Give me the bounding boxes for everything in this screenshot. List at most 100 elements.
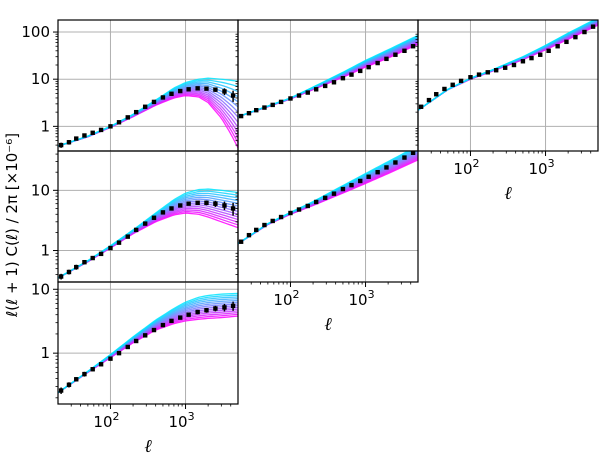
data-point	[222, 89, 227, 94]
data-point	[485, 70, 490, 75]
data-point	[178, 315, 183, 320]
data-point	[468, 75, 473, 80]
data-point	[142, 104, 148, 109]
data-point	[58, 388, 64, 393]
data-point	[125, 344, 130, 350]
data-point	[502, 65, 508, 70]
data-point	[230, 93, 236, 98]
data-point	[142, 221, 148, 226]
data-point	[186, 87, 191, 92]
data-point	[582, 29, 587, 35]
panel-row3-col1: 1 10 102 103 ℓ	[31, 280, 239, 457]
x-axis-label: ℓ	[324, 314, 332, 335]
data-point	[493, 68, 499, 73]
panel-row1-col2	[235, 19, 419, 152]
data-point	[186, 201, 191, 206]
data-point	[125, 234, 130, 239]
data-point	[322, 195, 328, 201]
data-point	[169, 318, 174, 324]
data-point	[90, 255, 95, 261]
data-point	[238, 113, 244, 119]
data-point	[246, 111, 252, 116]
data-point	[270, 102, 275, 108]
data-point	[278, 214, 284, 220]
data-point	[82, 371, 87, 377]
data-point	[573, 34, 578, 40]
data-point	[90, 130, 95, 135]
data-point	[270, 218, 275, 224]
data-point	[402, 155, 407, 160]
data-point	[410, 151, 416, 156]
data-point	[160, 210, 166, 215]
data-point	[313, 199, 319, 205]
data-point	[520, 59, 526, 64]
data-point	[160, 322, 166, 328]
data-point	[238, 239, 244, 244]
data-point	[230, 206, 236, 211]
data-point	[66, 140, 72, 145]
data-point	[476, 72, 482, 77]
x-tick-label: 103	[348, 288, 374, 309]
panel-grid: 1 10 100 102 103 ℓ 1 10 102 103 ℓ 1 10 102 103 ℓ	[21, 19, 599, 457]
model-curve	[58, 310, 238, 394]
data-point	[278, 99, 284, 105]
data-point	[169, 206, 174, 211]
data-point	[322, 83, 328, 89]
data-point	[74, 377, 79, 382]
data-point	[434, 92, 439, 97]
data-point	[288, 96, 293, 101]
panel-frame	[57, 281, 239, 405]
y-tick-label: 10	[31, 280, 50, 298]
data-point	[204, 200, 209, 206]
data-point	[151, 327, 157, 333]
x-tick-label: 102	[93, 410, 119, 431]
data-point	[262, 222, 267, 228]
model-curve	[238, 156, 418, 245]
panel-row2-col1: 1 10	[31, 150, 239, 283]
x-tick-label: 103	[528, 157, 554, 178]
model-curve	[58, 292, 238, 394]
data-point	[213, 306, 218, 311]
data-point	[410, 44, 416, 49]
y-axis-label: ℓ(ℓ + 1) C(ℓ) / 2π [×10⁻⁶]	[3, 133, 21, 318]
model-curve	[58, 92, 238, 147]
y-tick-label: 1	[40, 242, 50, 260]
plot-area	[418, 20, 598, 111]
data-point	[66, 269, 72, 275]
data-point	[313, 87, 319, 92]
data-point	[204, 86, 209, 91]
data-point	[142, 333, 148, 338]
data-point	[305, 203, 310, 209]
model-curve	[238, 34, 418, 118]
data-point	[186, 312, 191, 317]
data-point	[133, 109, 139, 115]
data-point	[222, 203, 227, 208]
data-point	[195, 309, 200, 315]
data-point	[358, 178, 363, 184]
data-point	[108, 124, 113, 129]
x-axis-label: ℓ	[144, 436, 152, 457]
model-curve	[238, 157, 418, 245]
data-point	[66, 382, 72, 387]
x-axis-label: ℓ	[504, 183, 512, 204]
data-point	[442, 86, 447, 92]
data-point	[222, 305, 227, 310]
model-curve	[58, 200, 238, 279]
data-point	[331, 80, 337, 85]
data-point	[204, 308, 209, 313]
model-curve	[238, 151, 410, 245]
data-point	[340, 75, 346, 81]
x-tick-label: 103	[168, 410, 194, 431]
data-point	[246, 232, 252, 238]
plot-area	[238, 34, 418, 119]
panel-frame	[57, 19, 239, 152]
y-tick-label: 1	[40, 117, 50, 135]
data-point	[213, 201, 218, 206]
data-point	[349, 72, 354, 77]
plot-area	[58, 188, 238, 280]
y-tick-label: 100	[21, 23, 50, 41]
panel-frame	[417, 19, 599, 152]
data-point	[133, 227, 139, 233]
data-point	[108, 356, 113, 361]
data-point	[58, 274, 64, 279]
